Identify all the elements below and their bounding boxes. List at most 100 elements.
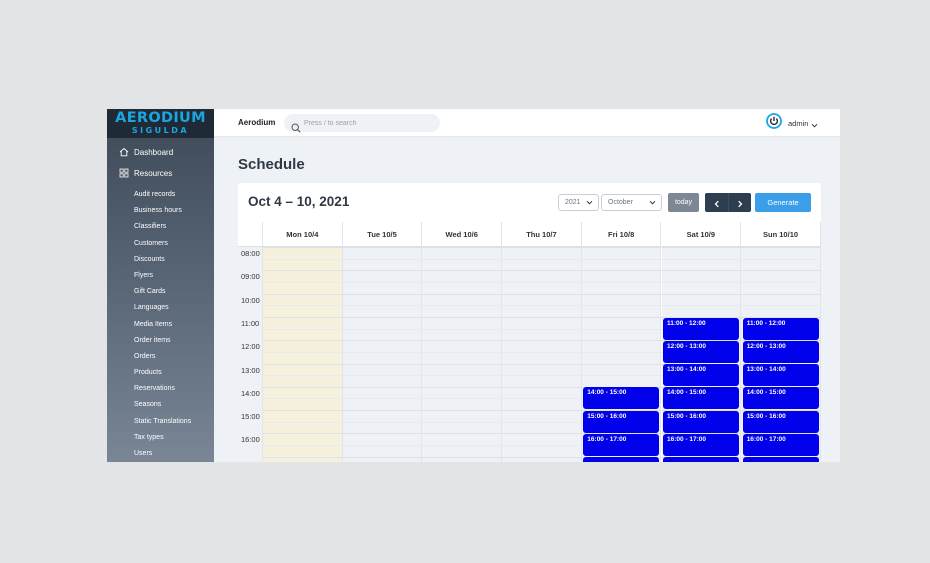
- year-select-value: 2021: [565, 199, 581, 206]
- power-icon: [766, 113, 782, 133]
- month-select-value: October: [608, 199, 633, 206]
- month-select[interactable]: October: [601, 194, 662, 211]
- day-header: Thu 10/7: [502, 222, 582, 247]
- calendar-event[interactable]: 16:00 - 17:00: [742, 434, 819, 456]
- calendar-event[interactable]: 13:00 - 14:00: [663, 364, 739, 387]
- day-column[interactable]: [422, 247, 503, 462]
- hour-line: [263, 247, 821, 248]
- sidebar-item-label: Dashboard: [134, 147, 174, 157]
- user-name: admin: [788, 118, 809, 128]
- sidebar-subitem[interactable]: Seasons: [134, 401, 162, 409]
- sidebar-subitem[interactable]: Languages: [134, 304, 169, 312]
- half-hour-line: [263, 328, 821, 330]
- week-calendar: Mon 10/4 Tue 10/5 Wed 10/6 Thu 10/7 Fri 10/8…: [238, 222, 821, 462]
- hour-line: [263, 410, 821, 412]
- logo[interactable]: AERODIUM SIGULDA: [107, 109, 214, 138]
- calendar-event[interactable]: 16:00 - 17:00: [583, 434, 660, 456]
- half-hour-line: [263, 421, 821, 423]
- sidebar-subitem[interactable]: Flyers: [134, 271, 154, 279]
- sidebar-subitem[interactable]: Static Translations: [134, 417, 192, 425]
- day-header: Tue 10/5: [342, 222, 423, 247]
- next-week-button[interactable]: [728, 193, 751, 212]
- chevron-down-icon: [586, 199, 593, 208]
- chevron-down-icon: [811, 114, 818, 133]
- calendar-event[interactable]: 11:00 - 12:00: [742, 317, 819, 340]
- calendar-event[interactable]: 16:00 - 17:00: [663, 434, 739, 456]
- calendar-event[interactable]: 14:00 - 15:00: [742, 387, 819, 410]
- half-hour-line: [263, 445, 821, 447]
- sidebar-subitem[interactable]: Discounts: [134, 255, 165, 263]
- search-box[interactable]: [284, 114, 440, 133]
- day-header: Mon 10/4: [263, 222, 343, 247]
- hour-line: [263, 316, 821, 318]
- date-range-title: Oct 4 – 10, 2021: [248, 194, 350, 209]
- sidebar-item-resources[interactable]: Resources: [118, 165, 172, 181]
- time-label: 10:00: [241, 295, 260, 305]
- calendar-event[interactable]: 15:00 - 16:00: [583, 410, 660, 433]
- day-column[interactable]: [342, 247, 423, 462]
- half-hour-line: [263, 305, 821, 307]
- schedule-card: Oct 4 – 10, 2021 2021 October today Gene…: [238, 183, 821, 462]
- user-menu[interactable]: admin: [766, 113, 818, 133]
- chevron-left-icon: [713, 193, 721, 212]
- calendar-event[interactable]: 14:00 - 15:00: [583, 387, 660, 410]
- prev-week-button[interactable]: [705, 193, 728, 212]
- half-hour-line: [263, 398, 821, 400]
- calendar-event[interactable]: [742, 457, 819, 462]
- calendar-event[interactable]: 13:00 - 14:00: [742, 364, 819, 387]
- top-bar: Aerodium admin: [214, 109, 840, 137]
- calendar-event[interactable]: 11:00 - 12:00: [663, 317, 739, 340]
- chevron-down-icon: [649, 199, 656, 208]
- sidebar-subitem[interactable]: Business hours: [134, 207, 182, 215]
- brand-name[interactable]: Aerodium: [238, 118, 276, 127]
- half-hour-line: [263, 351, 821, 353]
- calendar-event[interactable]: 15:00 - 16:00: [663, 410, 739, 433]
- calendar-event[interactable]: 12:00 - 13:00: [663, 340, 739, 363]
- sidebar-subitem[interactable]: Orders: [134, 352, 156, 360]
- time-label: 14:00: [241, 388, 260, 398]
- calendar-event[interactable]: [583, 457, 660, 462]
- sidebar-subitem[interactable]: Products: [134, 369, 162, 377]
- hour-line: [263, 433, 821, 435]
- day-header: Sat 10/9: [661, 222, 742, 247]
- time-gutter-header: [238, 222, 263, 247]
- generate-button[interactable]: Generate: [755, 193, 811, 212]
- hour-line: [263, 340, 821, 342]
- today-button[interactable]: today: [668, 193, 699, 212]
- year-select[interactable]: 2021: [558, 194, 599, 211]
- time-label: 11:00: [241, 318, 260, 328]
- sidebar-subitem[interactable]: Gift Cards: [134, 288, 166, 296]
- calendar-event[interactable]: [663, 457, 739, 462]
- day-header: Fri 10/8: [581, 222, 662, 247]
- sidebar-item-dashboard[interactable]: Dashboard: [118, 144, 173, 160]
- time-label: 08:00: [241, 249, 260, 258]
- logo-sub-text: SIGULDA: [131, 126, 190, 135]
- sidebar-subitem[interactable]: Customers: [134, 239, 168, 247]
- time-label: 15:00: [241, 412, 260, 422]
- calendar-event[interactable]: 12:00 - 13:00: [742, 340, 819, 363]
- search-input[interactable]: [304, 116, 434, 130]
- chevron-right-icon: [736, 193, 744, 212]
- sidebar-subitem[interactable]: Media Items: [134, 320, 173, 328]
- sidebar-subitem[interactable]: Audit records: [134, 191, 176, 198]
- calendar-event[interactable]: 15:00 - 16:00: [742, 410, 819, 433]
- day-column-today[interactable]: [263, 247, 343, 462]
- sidebar-subitem[interactable]: Users: [134, 450, 153, 457]
- hour-line: [263, 363, 821, 365]
- sidebar-subitem[interactable]: Order items: [134, 336, 171, 344]
- sidebar-subitem[interactable]: Reservations: [134, 385, 175, 393]
- time-label: 12:00: [241, 342, 260, 352]
- calendar-event[interactable]: 14:00 - 15:00: [663, 387, 739, 410]
- time-gutter: [238, 247, 263, 462]
- sidebar-item-label: Resources: [134, 168, 173, 178]
- sidebar-subitem[interactable]: Classifiers: [134, 223, 167, 231]
- half-hour-line: [263, 258, 821, 260]
- day-header: Sun 10/10: [741, 222, 821, 247]
- resources-submenu: Audit records Business hours Classifiers Cu…: [134, 187, 191, 462]
- time-label: 09:00: [241, 272, 260, 282]
- day-header: Wed 10/6: [422, 222, 503, 247]
- day-column[interactable]: [502, 247, 582, 462]
- hour-line: [263, 456, 821, 458]
- page-title: Schedule: [238, 156, 305, 173]
- sidebar-subitem[interactable]: Tax types: [134, 433, 164, 441]
